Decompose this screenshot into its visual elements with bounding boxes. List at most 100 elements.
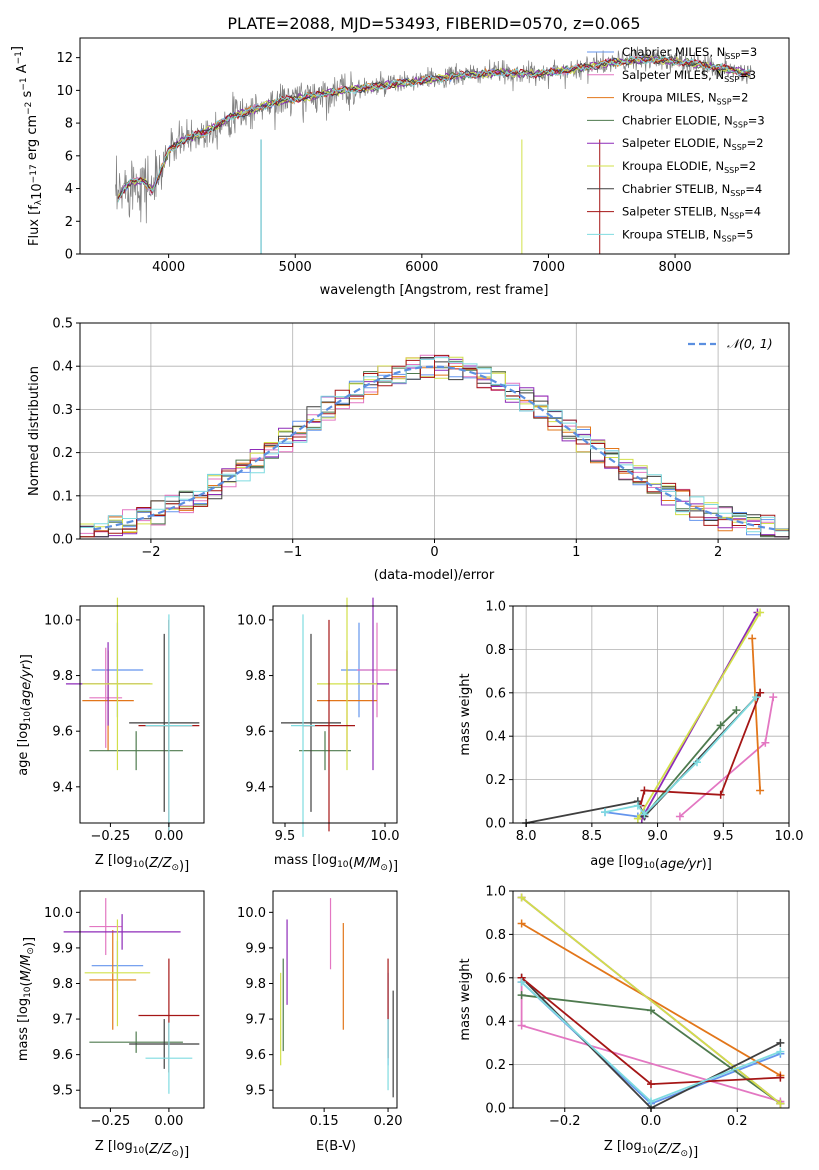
- plot-area: [65, 597, 200, 837]
- model-line-kroupa-stelib: [117, 55, 751, 203]
- y-tick-label: 10.0: [237, 613, 266, 628]
- y-tick-label: 9.9: [52, 941, 73, 956]
- y-axis-label: Flux [fλ10−17 erg cm−2 s−1 A−1]: [10, 46, 45, 246]
- age-vs-mass-panel: 9.5 10.0 9.4 9.6 9.8 10.0 mass [log10(M/M⊙)]: [237, 597, 400, 874]
- weight-vs-metallicity-panel: −0.2 0.0 0.2 0.0 0.2 0.4 0.6 0.8 1.0 Z [log10(Z/Z…: [458, 885, 790, 1160]
- histogram-step-salpeter-stelib: [80, 354, 789, 538]
- weight-line-kroupa-elodie: [521, 896, 781, 1105]
- weight-marker-salpeter-stelib: [776, 1073, 785, 1082]
- x-tick-label: −0.2: [549, 1114, 581, 1129]
- weight-marker-salpeter-miles: [761, 738, 770, 747]
- y-axis-label: age [log10(age/yr)]: [16, 654, 34, 776]
- plot-area: [517, 893, 785, 1112]
- x-tick-label: 2: [714, 545, 722, 560]
- axes-frame: [79, 890, 205, 1109]
- y-tick-label: 9.6: [52, 1048, 73, 1063]
- y-tick-label: 0.4: [485, 730, 506, 745]
- x-tick-label: −1: [283, 545, 302, 560]
- x-tick-label: −0.25: [90, 1114, 130, 1129]
- x-axis-label: age [log10(age/yr)]: [590, 854, 712, 872]
- weight-marker-salpeter-miles: [675, 812, 684, 821]
- y-tick-label: 0.5: [52, 317, 73, 332]
- histogram-step-kroupa-stelib: [80, 357, 789, 533]
- weight-marker-kroupa-stelib: [647, 1097, 655, 1106]
- x-tick-label: 8000: [659, 260, 692, 275]
- axes-frame: [272, 890, 398, 1109]
- weight-marker-salpeter-miles: [517, 1021, 526, 1030]
- weight-marker-kroupa-elodie: [756, 608, 765, 617]
- weight-marker-kroupa-elodie: [633, 814, 642, 823]
- x-axis-label: E(B-V): [316, 1139, 356, 1154]
- y-tick-label: 9.8: [245, 669, 266, 684]
- y-tick-label: 0.6: [485, 686, 506, 701]
- y-tick-label: 1.0: [485, 885, 506, 900]
- axes-frame: [512, 605, 790, 824]
- x-tick-label: 10.0: [371, 829, 400, 844]
- legend-label-kroupa-stelib: Kroupa STELIB, NSSP=5: [622, 227, 753, 243]
- y-tick-label: 10.0: [237, 906, 266, 921]
- x-tick-label: 9.5: [713, 829, 734, 844]
- legend-label-kroupa-elodie: Kroupa ELODIE, NSSP=2: [622, 159, 756, 175]
- axes-frame: [272, 605, 398, 824]
- y-tick-label: 9.9: [245, 941, 266, 956]
- y-tick-label: 0.3: [52, 403, 73, 418]
- weight-line-chabrier-stelib: [525, 692, 761, 824]
- y-tick-label: 0.0: [52, 533, 73, 548]
- y-tick-label: 9.8: [52, 669, 73, 684]
- y-tick-label: 4: [65, 182, 73, 197]
- age-vs-metallicity-panel: −0.25 0.00 9.4 9.6 9.8 10.0 Z [log10(Z/Z⊙)] age…: [16, 597, 205, 874]
- y-tick-label: 2: [65, 215, 73, 230]
- axes-frame: [79, 605, 205, 824]
- weight-line-kroupa-elodie: [637, 612, 761, 820]
- y-tick-label: 8: [65, 117, 73, 132]
- y-tick-label: 0: [65, 248, 73, 263]
- legend-label-chabrier-stelib: Chabrier STELIB, NSSP=4: [622, 182, 762, 198]
- x-tick-label: 9.0: [647, 829, 668, 844]
- weight-marker-kroupa-elodie: [517, 893, 526, 902]
- y-tick-label: 9.4: [52, 780, 73, 795]
- legend-label-salpeter-stelib: Salpeter STELIB, NSSP=4: [622, 205, 761, 221]
- legend-label-gaussian: 𝒩(0, 1): [727, 336, 773, 351]
- x-axis-label: Z [log10(Z/Z⊙)]: [604, 1139, 698, 1160]
- weight-marker-kroupa-stelib: [601, 808, 609, 817]
- y-tick-label: 0.2: [52, 446, 73, 461]
- spectrum-panel: 4000 5000 6000 7000 8000 0 2 4 6 8 10 12 wavelength …: [10, 37, 790, 298]
- legend-label-salpeter-elodie: Salpeter ELODIE, NSSP=2: [622, 136, 764, 152]
- x-tick-label: 8.0: [516, 829, 537, 844]
- y-tick-label: 9.7: [245, 1013, 266, 1028]
- weight-marker-kroupa-miles: [517, 919, 526, 928]
- y-tick-label: 9.4: [245, 780, 266, 795]
- y-tick-label: 6: [65, 149, 73, 164]
- x-tick-label: 0.15: [310, 1114, 339, 1129]
- axes-frame: [79, 37, 790, 255]
- legend-label-salpeter-miles: Salpeter MILES, NSSP=3: [622, 68, 756, 84]
- y-tick-label: 9.6: [245, 1048, 266, 1063]
- y-tick-label: 0.0: [485, 1102, 506, 1117]
- weight-vs-age-panel: 8.0 8.5 9.0 9.5 10.0 0.0 0.2 0.4 0.6 0.8 1.0 age [l…: [458, 600, 803, 873]
- plot-area: [63, 898, 200, 1094]
- y-axis-label: mass [log10(M/M⊙)]: [16, 937, 37, 1061]
- x-axis-label: mass [log10(M/M⊙)]: [274, 853, 398, 874]
- weight-line-kroupa-miles: [751, 638, 761, 791]
- weight-marker-kroupa-stelib: [776, 1047, 785, 1056]
- weight-line-salpeter-stelib: [639, 692, 761, 806]
- x-tick-label: 9.5: [275, 829, 296, 844]
- weight-marker-kroupa-miles: [756, 786, 765, 795]
- y-tick-label: 9.7: [52, 1013, 73, 1028]
- x-tick-label: 4000: [152, 260, 185, 275]
- weight-marker-kroupa-stelib: [517, 978, 526, 987]
- weight-line-kroupa-stelib: [604, 696, 757, 816]
- legend-label-chabrier-elodie: Chabrier ELODIE, NSSP=3: [622, 113, 765, 129]
- x-tick-label: 0.20: [374, 1114, 403, 1129]
- weight-marker-salpeter-miles: [769, 693, 778, 702]
- y-tick-label: 0.0: [485, 817, 506, 832]
- weight-marker-kroupa-miles: [748, 634, 757, 643]
- x-tick-label: 0.0: [641, 1114, 662, 1129]
- y-axis-label: Normed distribution: [27, 366, 42, 496]
- y-tick-label: 9.5: [52, 1084, 73, 1099]
- x-axis-label: (data-model)/error: [374, 568, 495, 583]
- gaussian-reference-curve: [94, 365, 775, 531]
- weight-marker-chabrier-elodie: [647, 1006, 655, 1015]
- y-tick-label: 0.1: [52, 489, 73, 504]
- y-tick-label: 0.2: [485, 1058, 506, 1073]
